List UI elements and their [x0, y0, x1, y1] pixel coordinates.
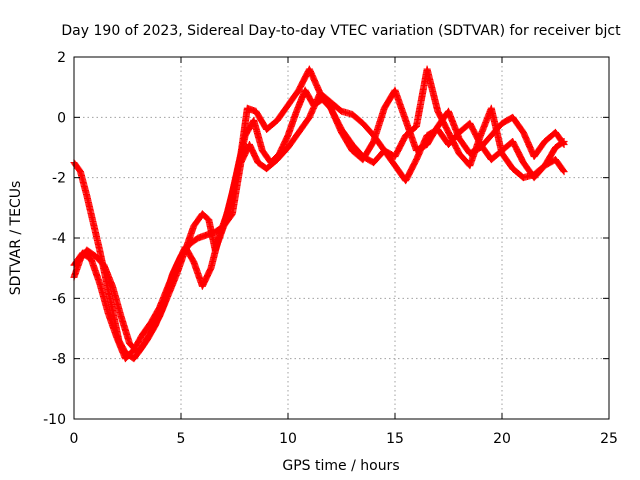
x-axis-label: GPS time / hours	[282, 458, 399, 474]
data-point	[559, 138, 567, 146]
y-tick-label: 2	[57, 50, 66, 66]
x-tick-label: 25	[600, 431, 618, 447]
data-point	[560, 137, 568, 145]
axis-ticks: 0 5 10 15 20 25 -10 -8 -6 -4 -2 0 2	[43, 50, 618, 447]
chart-title: Day 190 of 2023, Sidereal Day-to-day VTE…	[61, 23, 621, 39]
y-tick-label: -6	[52, 291, 66, 307]
series-track-a	[70, 65, 568, 363]
y-tick-label: -2	[52, 171, 66, 187]
x-tick-label: 0	[70, 431, 79, 447]
y-axis-label: SDTVAR / TECUs	[8, 181, 24, 296]
y-tick-label: -10	[43, 412, 66, 428]
data-points	[70, 65, 568, 363]
data-point	[559, 167, 567, 175]
y-tick-label: 0	[57, 110, 66, 126]
x-tick-label: 20	[493, 431, 511, 447]
y-tick-label: -4	[52, 231, 66, 247]
y-tick-label: -8	[52, 352, 66, 368]
series-track-c	[70, 86, 568, 363]
x-tick-label: 5	[177, 431, 186, 447]
data-point	[560, 168, 568, 176]
x-tick-label: 10	[279, 431, 297, 447]
x-tick-label: 15	[386, 431, 404, 447]
